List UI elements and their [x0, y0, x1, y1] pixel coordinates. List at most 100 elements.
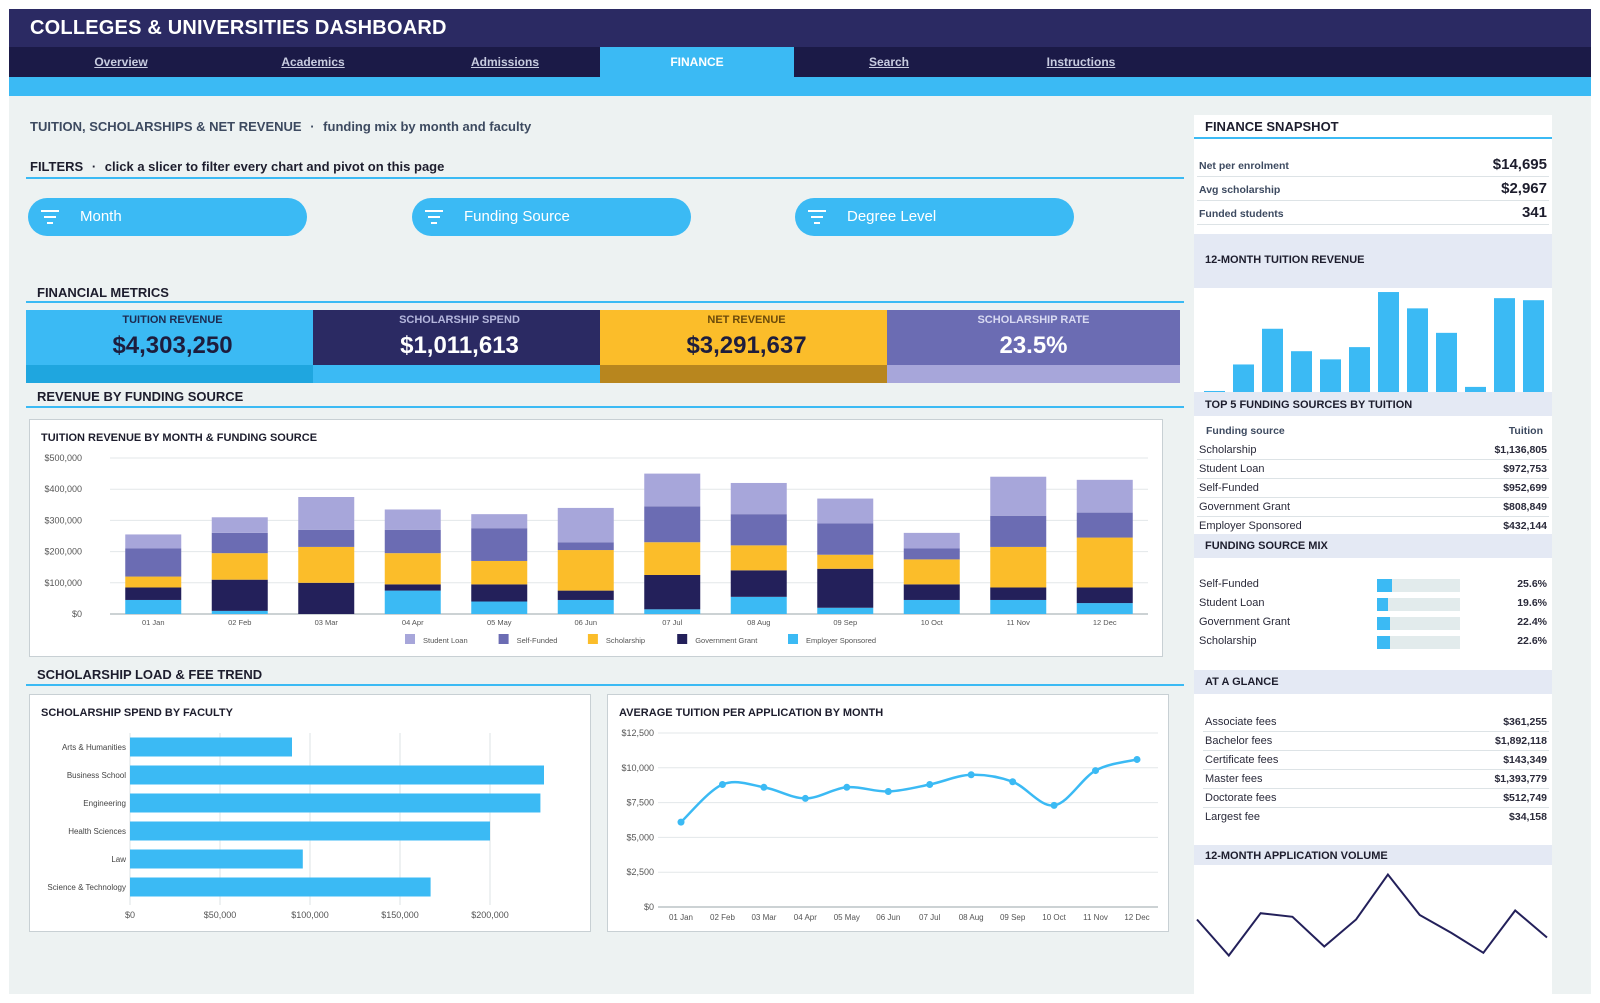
kpi-value: $4,303,250	[112, 332, 233, 359]
spark-bar	[1436, 332, 1457, 392]
data-point	[843, 783, 851, 791]
bar-segment	[730, 545, 787, 571]
bar-segment	[990, 546, 1047, 588]
filters-heading: FILTERS · click a slicer to filter every…	[30, 159, 444, 174]
x-tick-label: 06 Jun	[574, 618, 597, 627]
tab-admissions[interactable]: Admissions	[470, 55, 539, 69]
bar-segment	[125, 534, 182, 549]
y-tick-label: $500,000	[44, 453, 82, 463]
slicer-month[interactable]: Month	[28, 198, 307, 236]
snapshot-label: Net per enrolment	[1199, 160, 1289, 172]
bar-segment	[125, 599, 182, 614]
bar-segment	[817, 568, 874, 608]
bar-segment	[125, 587, 182, 600]
x-tick-label: 09 Sep	[833, 618, 857, 627]
top5-col-tuition: Tuition	[1508, 425, 1543, 437]
kpi-value: $3,291,637	[686, 332, 807, 359]
glance-label: Doctorate fees	[1205, 792, 1277, 804]
bar-segment	[1076, 603, 1133, 614]
slicer-funding-source-label: Funding Source	[464, 208, 570, 225]
bar-segment	[644, 473, 701, 507]
bar-segment	[1076, 512, 1133, 538]
slicer-funding-source[interactable]: Funding Source	[412, 198, 691, 236]
bar-segment	[903, 548, 960, 560]
glance-value: $1,393,779	[1494, 773, 1547, 785]
scholarship-rule	[26, 684, 1184, 686]
spark-bar	[1291, 351, 1312, 392]
legend-label: Employer Sponsored	[806, 636, 876, 645]
bar-segment	[557, 599, 614, 614]
bar-segment	[990, 515, 1047, 547]
bar	[130, 737, 292, 757]
y-tick-label: $12,500	[621, 728, 654, 738]
top5-source: Scholarship	[1199, 444, 1257, 456]
bar-segment	[471, 601, 528, 614]
bar-segment	[125, 576, 182, 588]
bar-segment	[298, 582, 355, 614]
top5-source: Employer Sponsored	[1199, 520, 1302, 532]
tab-overview[interactable]: Overview	[94, 55, 148, 69]
x-tick-label: 05 May	[834, 913, 860, 922]
glance-value: $1,892,118	[1495, 735, 1547, 747]
bar-segment	[298, 497, 355, 530]
mix-bar-fill	[1377, 579, 1392, 592]
spark-bar	[1378, 292, 1399, 392]
tab-instructions[interactable]: Instructions	[1046, 55, 1116, 69]
filters-title: FILTERS	[30, 159, 84, 174]
spark-bar	[1233, 364, 1254, 392]
x-tick-label: $0	[125, 910, 135, 920]
x-tick-label: 04 Apr	[794, 913, 817, 922]
data-point	[967, 771, 975, 779]
glance-value: $34,158	[1509, 811, 1547, 823]
spark-bar	[1204, 390, 1225, 392]
x-tick-label: 04 Apr	[402, 618, 424, 627]
x-tick-label: 03 Mar	[751, 913, 776, 922]
y-tick-label: Engineering	[83, 799, 126, 808]
bar-segment	[644, 609, 701, 614]
bar-segment	[817, 607, 874, 614]
glance-row: Certificate fees $143,349	[1203, 751, 1549, 770]
bar-segment	[384, 509, 441, 530]
legend-swatch	[677, 634, 688, 644]
line-chart-title: AVERAGE TUITION PER APPLICATION BY MONTH	[619, 707, 884, 719]
slicer-degree-level[interactable]: Degree Level	[795, 198, 1074, 236]
data-point	[1133, 755, 1141, 763]
bar-segment	[1076, 537, 1133, 588]
x-tick-label: 01 Jan	[142, 618, 165, 627]
mix-value: 22.6%	[1517, 635, 1547, 647]
x-tick-label: $200,000	[471, 910, 509, 920]
top5-row: Scholarship $1,136,805	[1197, 441, 1549, 460]
bar-segment	[211, 553, 268, 580]
top5-source: Student Loan	[1199, 463, 1265, 475]
kpi-accent-bar	[887, 365, 1180, 383]
mix-bar-fill	[1377, 617, 1390, 630]
data-point	[801, 794, 809, 802]
mix-value: 25.6%	[1517, 578, 1547, 590]
bar-segment	[730, 570, 787, 597]
mix-bar-track	[1377, 617, 1460, 630]
spark-bar	[1349, 347, 1370, 392]
top5-col-source: Funding source	[1206, 425, 1285, 437]
kpi-label: NET REVENUE	[707, 314, 786, 326]
tab-academics[interactable]: Academics	[281, 55, 345, 69]
kpi-label: SCHOLARSHIP RATE	[977, 314, 1090, 326]
glance-row: Associate fees $361,255	[1203, 713, 1549, 732]
tab-finance[interactable]: FINANCE	[600, 47, 794, 77]
x-tick-label: 12 Dec	[1124, 913, 1149, 922]
bar-segment	[557, 550, 614, 591]
snapshot-label: Avg scholarship	[1199, 184, 1281, 196]
data-point	[718, 781, 726, 789]
legend-label: Scholarship	[606, 636, 645, 645]
metrics-rule	[26, 301, 1184, 303]
stacked-chart-title: TUITION REVENUE BY MONTH & FUNDING SOURC…	[41, 432, 318, 444]
page-subtitle: funding mix by month and faculty	[323, 119, 532, 134]
data-point	[677, 818, 685, 826]
kpi-accent-bar	[26, 365, 319, 383]
bar-segment	[817, 554, 874, 569]
kpi-value: 23.5%	[999, 332, 1068, 359]
glance-value: $361,255	[1503, 716, 1547, 728]
page-title-separator: ·	[310, 119, 315, 134]
filter-icon	[808, 210, 826, 224]
tab-search[interactable]: Search	[868, 55, 910, 69]
data-point	[1092, 767, 1100, 775]
